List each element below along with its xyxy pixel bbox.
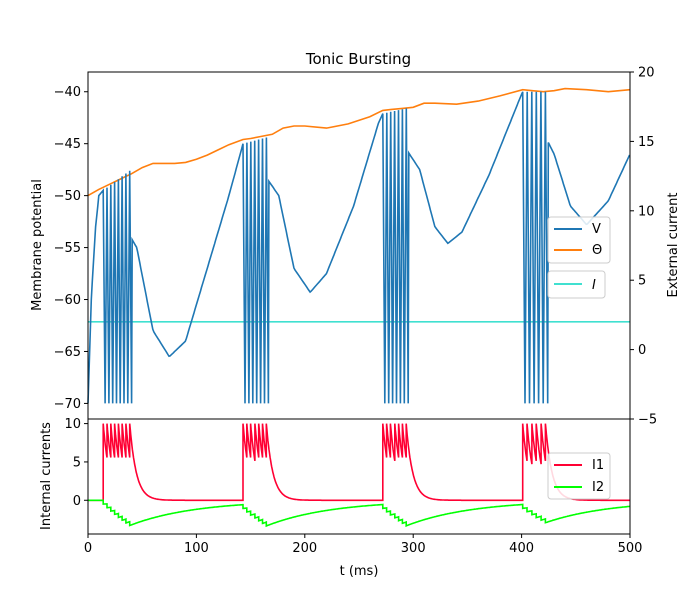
bottom-y-tick-label: 0 bbox=[73, 494, 81, 509]
x-axis-label: t (ms) bbox=[340, 564, 379, 579]
x-tick-label: 100 bbox=[184, 541, 209, 556]
legend-internal: I1 I2 bbox=[547, 452, 611, 500]
y2-tick-label: 5 bbox=[638, 274, 646, 289]
legend-label-i2: I2 bbox=[592, 480, 604, 495]
x-tick-label: 300 bbox=[401, 541, 426, 556]
x-tick-label: 200 bbox=[292, 541, 317, 556]
bottom-plot-frame bbox=[87, 418, 631, 535]
y2-tick-label: 10 bbox=[638, 204, 655, 219]
i1-line bbox=[88, 423, 630, 502]
y-tick-label: −45 bbox=[54, 137, 81, 152]
membrane-potential-line bbox=[87, 91, 631, 404]
y-tick-label: −60 bbox=[54, 293, 81, 308]
bottom-y-tick-label: 5 bbox=[73, 455, 81, 470]
bottom-plot: 0 5 10 0 100 200 300 400 500 t (ms) Internal cu… bbox=[39, 417, 642, 579]
bottom-y-axis-label: Internal currents bbox=[39, 422, 54, 530]
y-tick-label: −55 bbox=[54, 241, 81, 256]
y2-tick-label: 15 bbox=[638, 135, 655, 150]
x-tick-label: 500 bbox=[618, 541, 643, 556]
legend-label-theta: Θ bbox=[592, 243, 602, 258]
y2-axis-label: External current bbox=[666, 193, 681, 298]
y2-tick-label: 20 bbox=[638, 66, 655, 81]
i2-line bbox=[88, 499, 630, 528]
y2-tick-label: 0 bbox=[638, 343, 646, 358]
y-axis-label: Membrane potential bbox=[30, 179, 45, 311]
legend-current: I bbox=[547, 270, 606, 299]
legend-label-i1: I1 bbox=[592, 458, 604, 473]
y-tick-label: −70 bbox=[54, 397, 81, 412]
x-tick-label: 0 bbox=[84, 541, 92, 556]
y-tick-label: −65 bbox=[54, 345, 81, 360]
chart-title: Tonic Bursting bbox=[305, 50, 411, 68]
x-tick-label: 400 bbox=[509, 541, 534, 556]
y-tick-label: −40 bbox=[54, 85, 81, 100]
legend-label-v: V bbox=[592, 222, 601, 237]
y2-tick-label: −5 bbox=[638, 413, 657, 428]
legend-v-theta: V Θ bbox=[547, 216, 611, 264]
y-tick-label: −50 bbox=[54, 189, 81, 204]
theta-line bbox=[87, 87, 631, 197]
bottom-y-tick-label: 10 bbox=[64, 417, 81, 432]
legend-label-i: I bbox=[592, 278, 596, 293]
